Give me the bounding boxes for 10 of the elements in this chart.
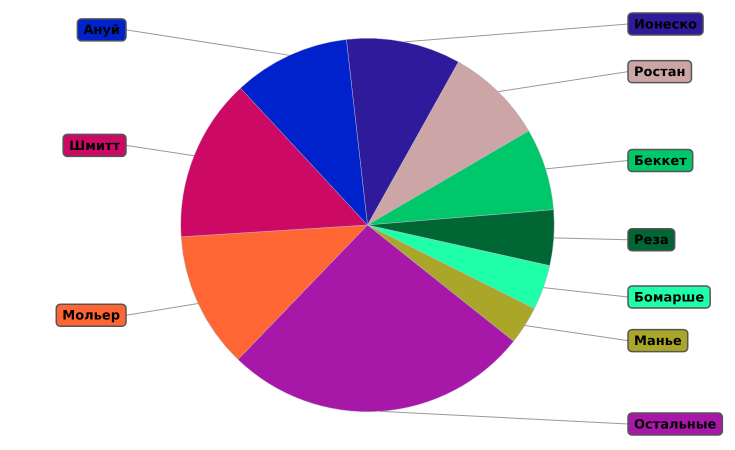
- slice-label: Шмитт: [69, 138, 120, 154]
- slice-label: Остальные: [634, 417, 717, 432]
- slice-label: Беккет: [634, 154, 688, 169]
- slice-label: Ионеско: [634, 17, 698, 32]
- slice-label: Ростан: [634, 65, 686, 80]
- slice-label: Реза: [634, 233, 669, 248]
- slice-label: Ануй: [83, 23, 120, 38]
- slice-label: Бомарше: [634, 290, 704, 306]
- slice-label: Мольер: [62, 308, 120, 324]
- slice-label: Манье: [634, 334, 682, 349]
